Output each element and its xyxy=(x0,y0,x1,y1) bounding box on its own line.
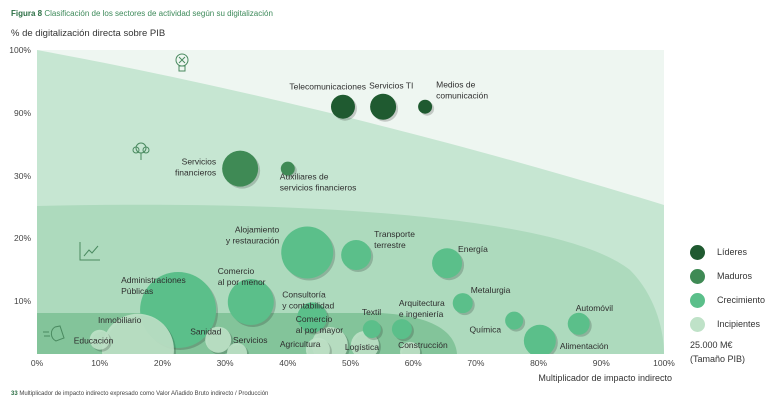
x-tick-label: 40% xyxy=(279,358,296,368)
bubble-servicios-ti xyxy=(370,93,397,120)
bubble-label: Medios de comunicación xyxy=(436,80,488,101)
legend-item-crecimiento: Crecimiento xyxy=(690,288,765,312)
x-tick-label: 70% xyxy=(467,358,484,368)
bubble-label: Educación xyxy=(74,336,114,346)
footnote-text: Multiplicador de impacto indirecto expre… xyxy=(19,391,269,397)
bubble-medios-de-comunicacion xyxy=(418,99,433,114)
y-axis-label: % de digitalización directa sobre PIB xyxy=(11,28,166,39)
bubble-energia xyxy=(432,248,463,279)
x-tick-label: 50% xyxy=(342,358,359,368)
bubble-label: Transporte terrestre xyxy=(374,229,415,250)
hand-icon xyxy=(43,325,65,342)
footnote: 33 Multiplicador de impacto indirecto ex… xyxy=(11,391,268,397)
bubble-comercio-al-por-menor xyxy=(227,279,274,326)
figure-label: Figura 8 xyxy=(11,9,43,18)
y-tick-label: 30% xyxy=(14,171,31,181)
bubble-label: Comercio al por menor xyxy=(218,266,266,287)
legend-swatch xyxy=(690,244,705,260)
legend-label: Crecimiento xyxy=(717,295,766,305)
legend-item-lideres: Líderes xyxy=(690,240,765,264)
bubble-telecomunicaciones xyxy=(330,94,355,119)
bubble-auxiliares-de-servicios-financieros xyxy=(280,161,295,176)
bubble-servicios xyxy=(227,342,248,354)
legend-item-incipientes: Incipientes xyxy=(690,312,765,336)
x-tick-label: 90% xyxy=(593,358,610,368)
bubble-consultoria-y-contabilidad xyxy=(297,302,328,333)
bubble-label: Textil xyxy=(362,307,381,317)
legend-label: Maduros xyxy=(717,271,753,281)
bubble-label: Comercio al por mayor xyxy=(296,314,343,335)
legend-item-maduros: Maduros xyxy=(690,264,765,288)
figure-title: Figura 8 Clasificación de los sectores d… xyxy=(11,9,273,18)
x-tick-label: 10% xyxy=(91,358,108,368)
bubble-transporte-terrestre xyxy=(341,240,372,271)
bubble-arquitectura-e-ingenieria xyxy=(391,319,412,340)
size-note: (Tamaño PIB) xyxy=(690,354,746,364)
bubble-label: Metalurgia xyxy=(471,285,511,295)
bubble-sanidad xyxy=(205,326,232,353)
bubble-servicios-financieros xyxy=(222,150,259,187)
bubble-label: Telecomunicaciones xyxy=(289,82,366,92)
x-tick-label: 60% xyxy=(405,358,422,368)
x-tick-label: 80% xyxy=(530,358,547,368)
legend-label: Incipientes xyxy=(717,319,761,329)
y-tick-label: 10% xyxy=(14,296,31,306)
growth-chart-icon xyxy=(79,242,100,261)
bubble-label: Sanidad xyxy=(190,327,221,337)
bubble-label: Servicios xyxy=(233,335,267,345)
bubble-label: Arquitectura e ingeniería xyxy=(399,298,445,319)
bubble-label: Agricultura xyxy=(280,339,321,349)
bubble-label: Alojamiento y restauración xyxy=(226,224,280,245)
bubble-textil xyxy=(362,320,381,339)
bubble-inmobiliario xyxy=(101,313,174,354)
size-label: 25.000 M€ xyxy=(690,340,733,350)
bubble-educacion xyxy=(89,329,110,350)
bubble-label: Alimentación xyxy=(560,341,609,351)
bubble-label: Energía xyxy=(458,244,488,254)
x-tick-label: 30% xyxy=(217,358,234,368)
bubble-label: Inmobiliario xyxy=(98,315,142,325)
bubble-alimentacion xyxy=(523,324,556,354)
legend-swatch xyxy=(690,316,705,332)
footnote-number: 33 xyxy=(11,391,18,397)
y-tick-label: 20% xyxy=(14,233,31,243)
lightbulb-icon xyxy=(175,53,189,72)
figure-title-text: Clasificación de los sectores de activid… xyxy=(44,9,273,18)
bubble-automovil xyxy=(567,312,590,335)
legend-swatch xyxy=(690,292,705,308)
y-tick-label: 100% xyxy=(9,45,31,55)
tree-icon xyxy=(132,142,150,160)
bubble-agricultura xyxy=(305,337,330,354)
x-tick-label: 100% xyxy=(653,358,675,368)
bubble-quimica xyxy=(505,311,524,330)
bubble-label: Logística xyxy=(345,342,379,352)
y-tick-label: 90% xyxy=(14,108,31,118)
legend-swatch xyxy=(690,268,705,284)
bubble-label: Construcción xyxy=(398,340,448,350)
legend: Líderes Maduros Crecimiento Incipientes … xyxy=(690,240,765,366)
x-tick-label: 0% xyxy=(31,358,44,368)
bubble-label: Automóvil xyxy=(576,303,613,313)
bubble-label: Consultoría y contabilidad xyxy=(282,289,334,310)
bubble-label: Servicios financieros xyxy=(175,157,216,178)
legend-size-note: 25.000 M€ (Tamaño PIB) xyxy=(690,338,765,366)
x-axis-label: Multiplicador de impacto indirecto xyxy=(538,373,672,383)
bubble-label: Servicios TI xyxy=(369,81,413,91)
legend-label: Líderes xyxy=(717,247,748,257)
bubble-metalurgia xyxy=(452,293,473,314)
bubble-label: Química xyxy=(469,325,501,335)
bubble-label: Administraciones Públicas xyxy=(121,275,186,296)
x-tick-label: 20% xyxy=(154,358,171,368)
bubble-construccion xyxy=(400,341,421,354)
bubble-alojamiento-y-restauracion xyxy=(281,226,334,279)
bubble-label: Auxiliares de servicios financieros xyxy=(280,172,357,193)
